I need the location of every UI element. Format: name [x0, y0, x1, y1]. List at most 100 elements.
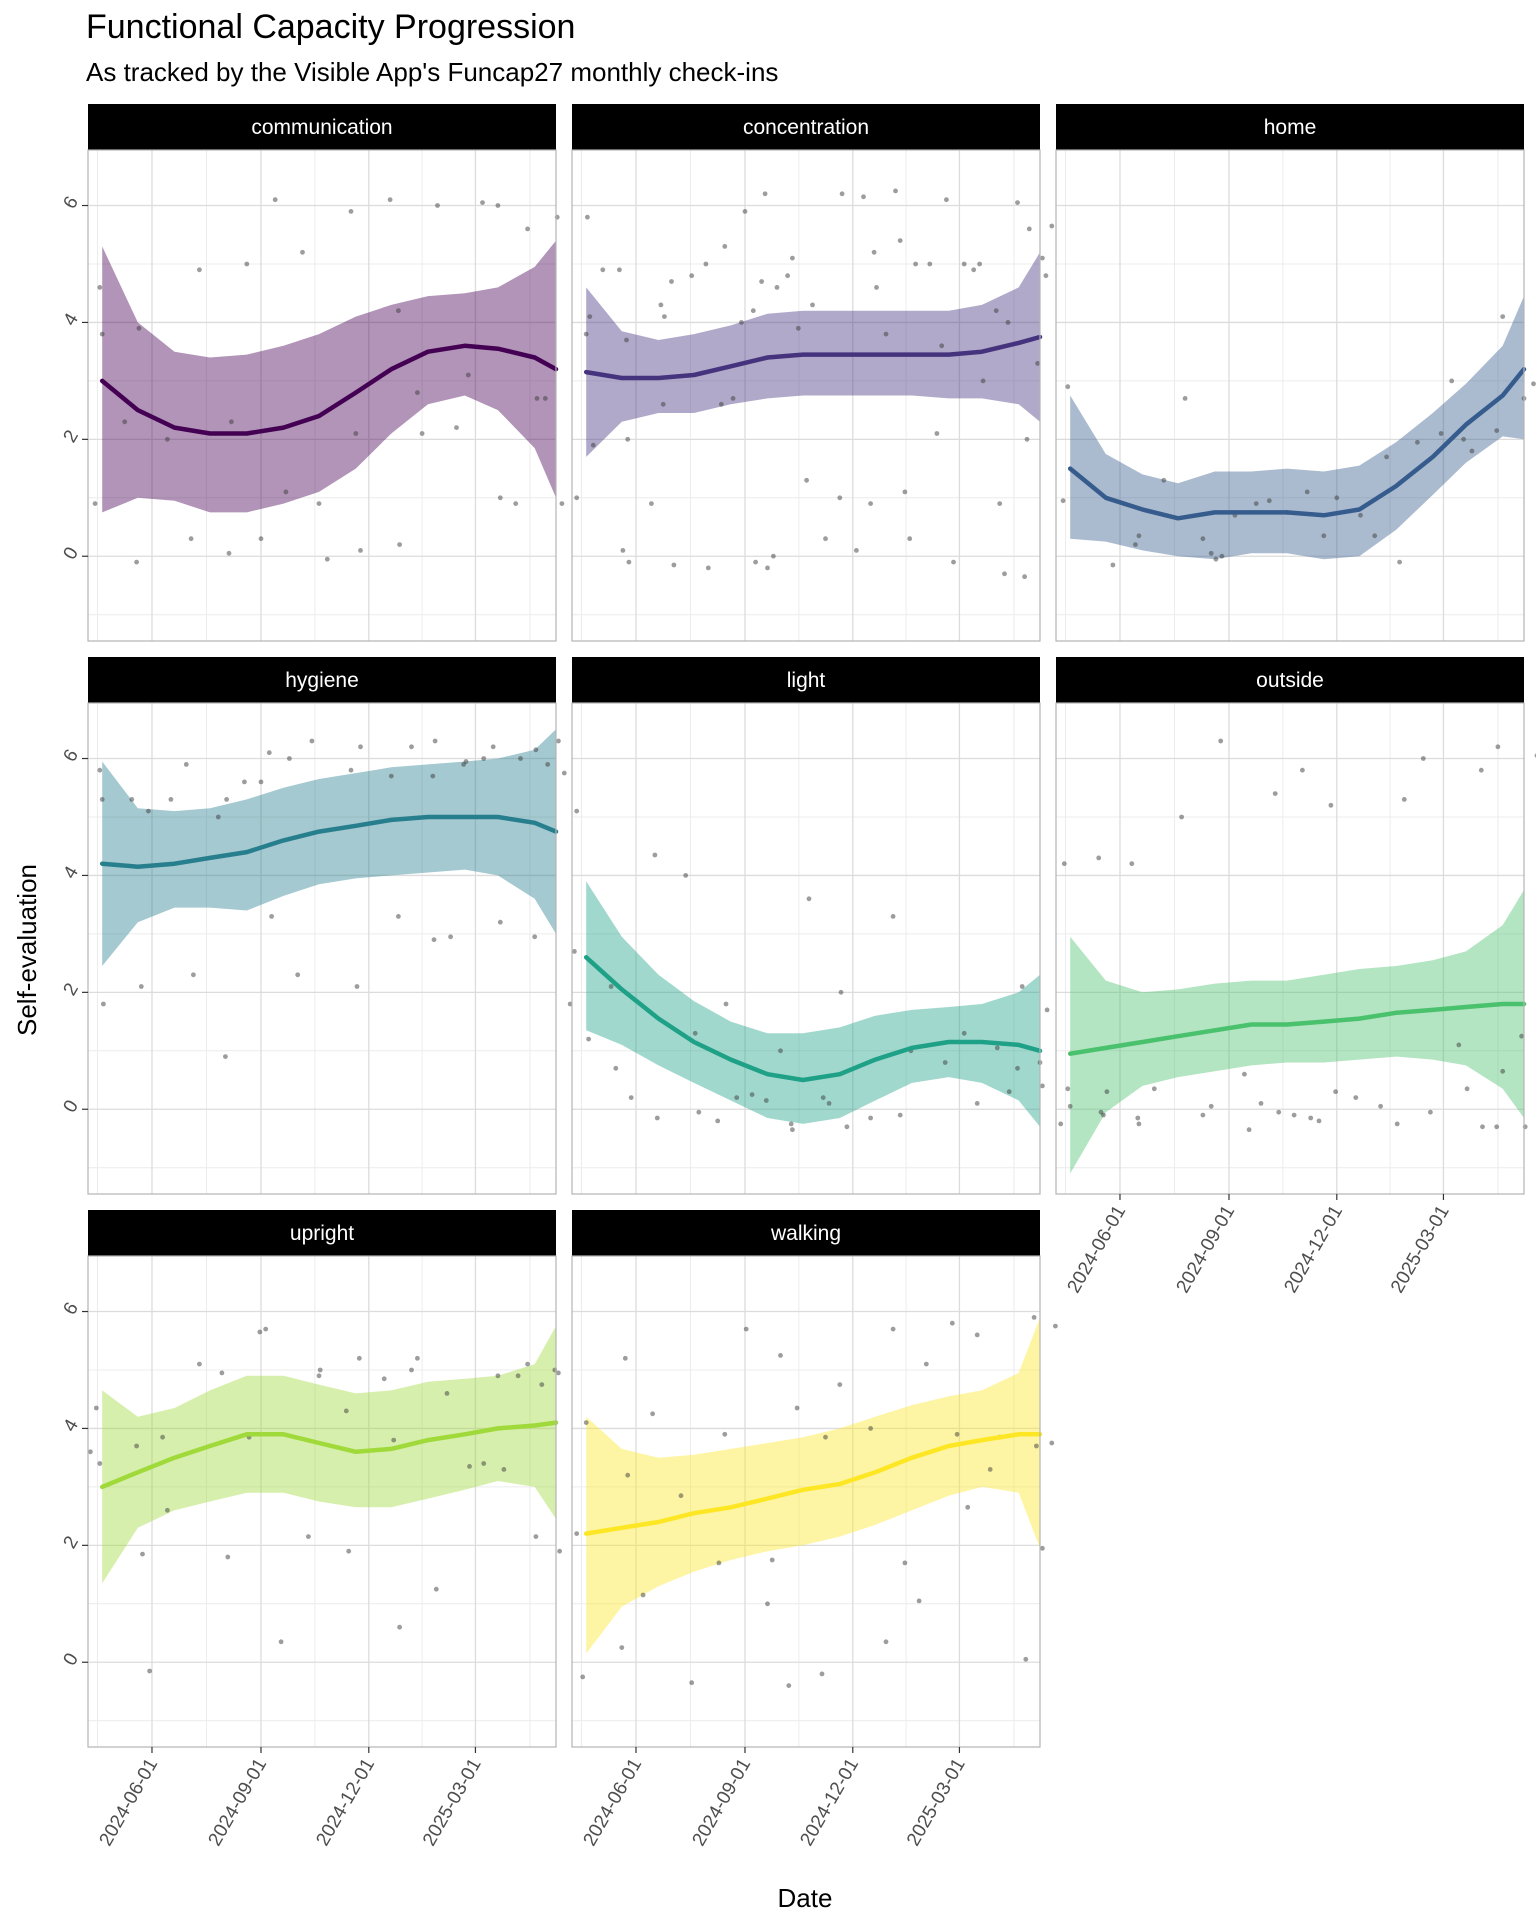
data-point: [974, 1332, 980, 1338]
data-point: [354, 984, 360, 989]
data-point: [1133, 542, 1138, 547]
data-point: [826, 1101, 832, 1106]
data-point: [101, 1001, 106, 1007]
data-point: [1334, 495, 1340, 501]
data-point: [980, 378, 986, 384]
facet-strip: [572, 104, 1040, 150]
confidence-band: [1070, 890, 1524, 1174]
data-point: [542, 396, 548, 401]
y-tick-label: 2: [59, 980, 82, 1000]
panel-border: [1055, 702, 1525, 1195]
data-point: [652, 852, 658, 858]
data-point: [1136, 1121, 1142, 1127]
x-tick-label: 2024-06-01: [96, 1755, 163, 1850]
data-point: [165, 436, 170, 442]
panel-background: [88, 1256, 556, 1747]
data-point: [1478, 767, 1484, 773]
data-point: [1208, 550, 1214, 556]
data-point: [415, 1355, 420, 1361]
data-point: [916, 1598, 922, 1604]
panel-border: [87, 149, 557, 642]
data-point: [1401, 797, 1407, 802]
data-point: [965, 1504, 971, 1510]
data-point: [129, 797, 135, 802]
data-point: [1110, 562, 1116, 568]
data-point: [778, 1048, 783, 1054]
data-point: [625, 436, 631, 442]
data-point: [759, 279, 764, 284]
data-point: [1428, 1109, 1433, 1115]
data-point: [669, 279, 674, 284]
data-point: [810, 302, 815, 308]
data-point: [1218, 738, 1224, 744]
data-point: [1208, 1103, 1214, 1109]
data-point: [1358, 512, 1363, 518]
data-point: [396, 308, 401, 314]
data-point: [753, 559, 758, 565]
data-point: [790, 255, 795, 261]
confidence-band: [586, 881, 1040, 1127]
data-point: [1024, 436, 1030, 442]
data-point: [1067, 1103, 1073, 1109]
y-tick-label: 6: [59, 193, 82, 213]
panel-background: [1056, 150, 1524, 641]
data-point: [762, 191, 768, 197]
data-point: [397, 1624, 402, 1630]
data-point: [954, 1431, 960, 1437]
data-point: [430, 773, 436, 779]
data-point: [136, 325, 142, 331]
data-point: [168, 797, 174, 802]
data-point: [559, 501, 565, 506]
data-point: [871, 249, 877, 255]
data-point: [743, 1326, 749, 1332]
x-axis-title: Date: [778, 1883, 833, 1913]
data-point: [348, 209, 354, 214]
data-point: [622, 1355, 628, 1361]
x-tick-label: 2024-09-01: [1173, 1202, 1240, 1297]
data-point: [324, 556, 330, 562]
data-point: [961, 261, 967, 267]
data-point: [624, 337, 629, 343]
data-point: [874, 285, 879, 290]
data-point: [1161, 477, 1167, 483]
data-point: [1266, 498, 1272, 504]
data-point: [381, 1376, 387, 1382]
data-point: [771, 553, 776, 559]
data-point: [356, 1355, 362, 1361]
data-point: [838, 989, 844, 995]
data-point: [696, 1109, 702, 1115]
data-point: [1420, 756, 1426, 761]
data-point: [1378, 1103, 1383, 1109]
data-point: [1328, 802, 1334, 808]
data-point: [165, 1507, 170, 1513]
data-point: [219, 1370, 225, 1376]
data-point: [823, 536, 828, 542]
data-point: [786, 1683, 792, 1688]
data-point: [409, 1367, 414, 1373]
data-point: [348, 767, 354, 773]
data-point: [574, 808, 580, 814]
data-point: [662, 314, 667, 319]
data-point: [134, 1443, 140, 1449]
data-point: [431, 937, 437, 943]
data-point: [224, 797, 230, 802]
data-point: [692, 1030, 698, 1036]
data-point: [525, 1361, 530, 1367]
data-point: [432, 738, 438, 744]
facet-label: hygiene: [285, 669, 359, 692]
data-point: [1035, 361, 1040, 366]
data-point: [1040, 1545, 1045, 1551]
data-point: [433, 1586, 439, 1592]
data-point: [146, 808, 151, 814]
data-point: [683, 873, 689, 878]
data-point: [561, 770, 567, 776]
data-point: [583, 331, 589, 337]
facet-label: communication: [251, 116, 392, 139]
y-tick-label: 2: [59, 427, 82, 447]
data-point: [1494, 428, 1500, 433]
data-point: [533, 1534, 539, 1539]
data-point: [649, 501, 654, 506]
data-point: [1272, 791, 1278, 796]
data-point: [587, 314, 593, 319]
data-point: [99, 331, 105, 337]
